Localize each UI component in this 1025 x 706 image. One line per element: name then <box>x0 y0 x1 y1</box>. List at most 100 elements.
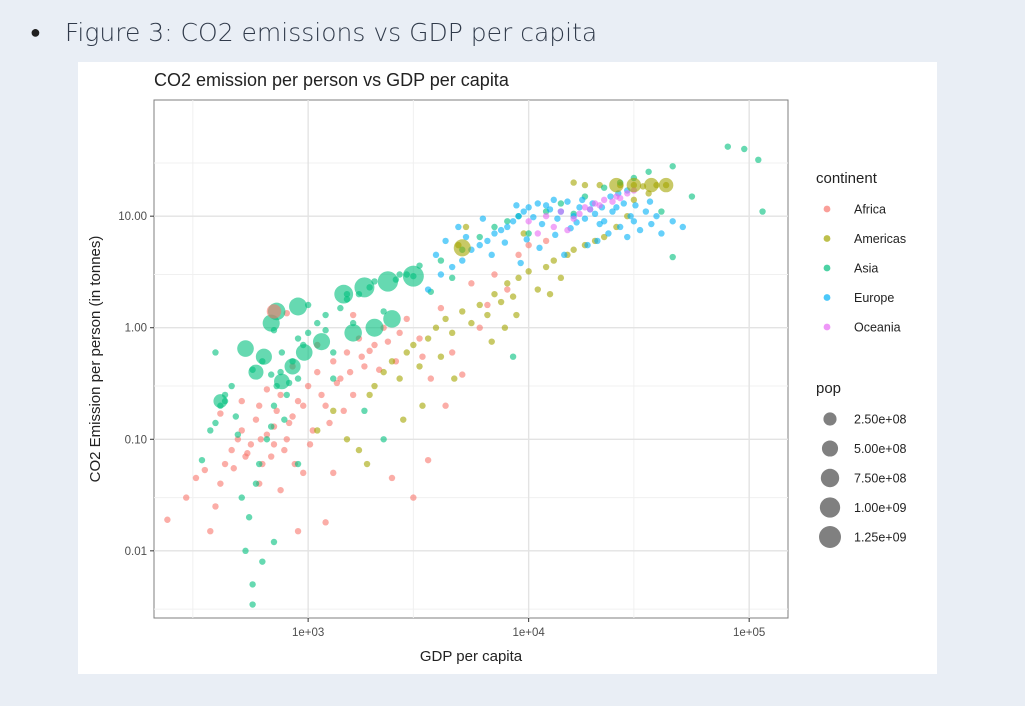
point-africa <box>340 407 347 415</box>
point-europe <box>448 263 456 271</box>
point-asia <box>294 460 302 468</box>
point-asia <box>268 423 275 430</box>
point-africa <box>388 474 396 482</box>
point-africa <box>221 460 229 468</box>
point-americas <box>550 257 557 264</box>
point-americas <box>355 446 363 454</box>
point-africa <box>217 480 224 487</box>
point-africa <box>201 466 209 474</box>
point-asia <box>448 274 456 282</box>
point-asia <box>491 223 498 231</box>
point-americas <box>388 358 396 365</box>
y-tick-label: 0.10 <box>125 434 147 446</box>
point-large-asia <box>377 271 399 292</box>
y-tick-label: 0.01 <box>125 546 147 558</box>
point-europe <box>538 220 546 228</box>
point-africa <box>330 469 337 477</box>
point-europe <box>576 204 583 211</box>
point-africa <box>337 375 344 382</box>
point-oceania <box>550 223 557 231</box>
point-europe <box>523 236 530 243</box>
point-africa <box>318 391 325 399</box>
point-europe <box>591 210 599 218</box>
point-africa <box>263 431 271 438</box>
point-europe <box>658 230 665 237</box>
point-americas <box>504 280 511 287</box>
point-africa <box>396 329 403 337</box>
point-large-asia <box>402 265 424 287</box>
point-africa <box>247 441 255 448</box>
point-europe <box>513 202 520 209</box>
point-oceania <box>586 206 594 213</box>
point-americas <box>509 293 517 300</box>
legend-swatch-europe <box>823 294 831 301</box>
legend-pop-swatch <box>819 497 841 518</box>
point-africa <box>285 419 293 427</box>
point-asia <box>278 349 286 356</box>
point-americas <box>520 230 527 237</box>
y-axis-ticks: 0.01 0.10 1.00 10.00 <box>118 211 154 558</box>
legend-pop-label: 5.00e+08 <box>854 442 907 456</box>
point-large-asia <box>274 373 290 390</box>
point-asia <box>330 375 337 382</box>
point-americas <box>459 308 466 315</box>
point-africa <box>403 315 410 323</box>
point-africa <box>410 494 417 501</box>
point-africa <box>542 237 550 245</box>
point-africa <box>468 280 475 287</box>
legend-pop-swatch <box>823 412 837 426</box>
point-asia <box>304 329 312 337</box>
point-europe <box>636 226 644 234</box>
point-africa <box>257 436 264 443</box>
point-europe <box>600 218 608 225</box>
point-africa <box>234 436 242 443</box>
point-asia <box>688 193 696 200</box>
point-europe <box>520 208 527 215</box>
point-europe <box>530 213 537 221</box>
point-europe <box>437 271 445 278</box>
point-asia <box>270 402 278 409</box>
point-americas <box>396 375 403 382</box>
legend-pop-swatch <box>821 440 839 457</box>
point-large-asia <box>383 310 401 328</box>
point-africa <box>515 251 522 259</box>
point-asia <box>476 233 483 241</box>
point-oceania <box>534 230 541 237</box>
point-oceania <box>576 210 583 218</box>
point-oceania <box>624 190 631 197</box>
point-europe <box>607 193 614 200</box>
figure-caption: ● Figure 3: CO2 emissions vs GDP per cap… <box>30 18 597 47</box>
point-americas <box>542 263 550 271</box>
point-americas <box>513 311 520 319</box>
point-africa <box>300 469 307 477</box>
point-europe <box>552 231 559 239</box>
point-asia <box>380 436 387 443</box>
point-africa <box>263 386 271 393</box>
point-oceania <box>525 218 532 225</box>
point-americas <box>451 375 458 382</box>
point-europe <box>462 233 470 241</box>
point-europe <box>515 212 522 220</box>
point-europe <box>653 212 660 220</box>
point-asia <box>249 581 256 588</box>
point-europe <box>620 200 627 207</box>
x-tick-label: 1e+03 <box>292 627 324 639</box>
point-europe <box>613 204 620 211</box>
point-large-asia <box>365 318 384 337</box>
point-asia <box>294 335 302 342</box>
point-europe <box>581 215 589 222</box>
legend-label-oceania: Oceania <box>854 321 901 335</box>
point-europe <box>442 237 449 245</box>
point-africa <box>304 382 312 390</box>
point-americas <box>442 315 449 323</box>
point-europe <box>605 230 612 237</box>
point-europe <box>546 206 554 213</box>
point-large-asia <box>344 324 362 342</box>
point-large-asia <box>284 358 301 375</box>
point-americas <box>380 368 387 376</box>
point-europe <box>525 204 532 211</box>
point-europe <box>484 237 491 245</box>
point-oceania <box>609 198 616 205</box>
point-europe <box>630 218 638 225</box>
legend-swatch-americas <box>823 235 831 242</box>
